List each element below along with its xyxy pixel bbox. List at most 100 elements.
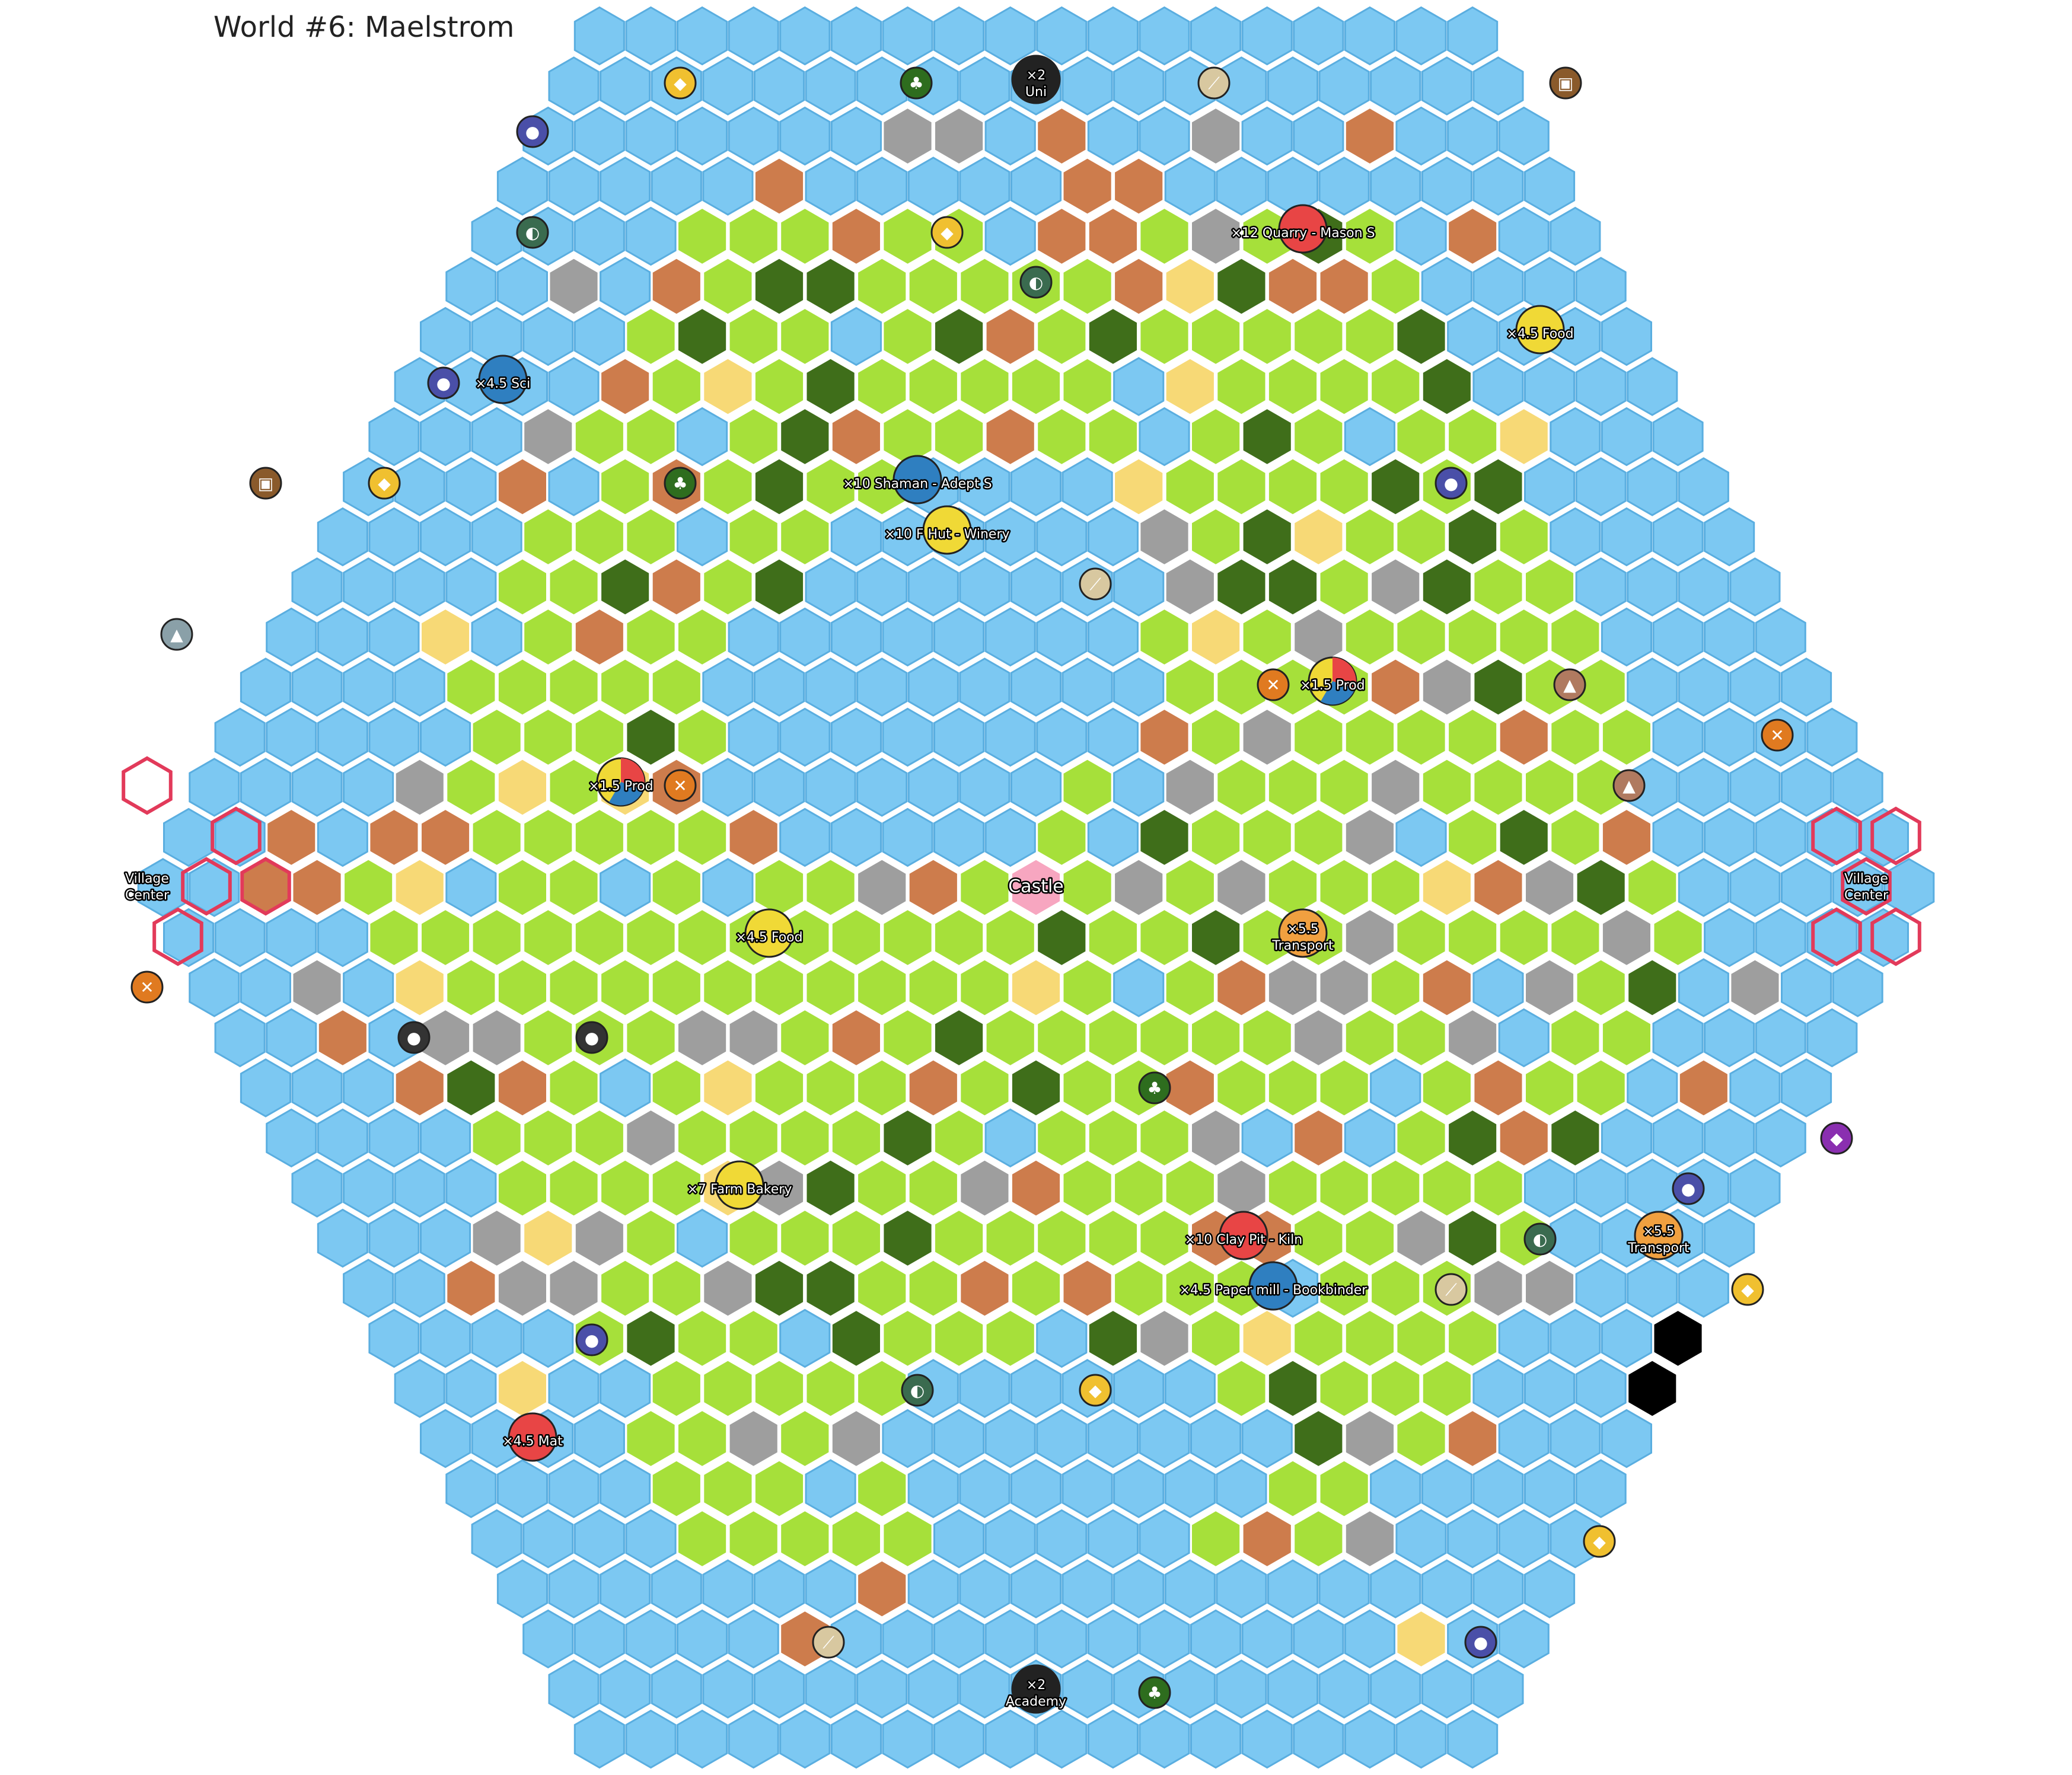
hex-tile-grass[interactable] <box>1344 1208 1395 1268</box>
hex-tile-water[interactable] <box>1704 1208 1755 1268</box>
hex-tile-grass[interactable] <box>677 1509 728 1569</box>
bonus-prod-w[interactable]: ×1.5 Prod <box>587 757 655 807</box>
hex-tile-forest[interactable] <box>1550 1108 1601 1168</box>
hex-tile-water[interactable] <box>933 1409 985 1468</box>
hex-tile-forest[interactable] <box>625 707 677 767</box>
hex-tile-grass[interactable] <box>651 958 702 1017</box>
hex-tile-sand[interactable] <box>1190 607 1242 667</box>
hex-tile-water[interactable] <box>600 858 651 917</box>
hex-tile-grass[interactable] <box>548 557 600 617</box>
hex-tile-water[interactable] <box>1216 1559 1267 1618</box>
hex-tile-water[interactable] <box>1575 257 1627 316</box>
hex-tile-grass[interactable] <box>728 407 779 467</box>
hex-tile-forest[interactable] <box>600 557 651 617</box>
hex-tile-dirt[interactable] <box>1472 1058 1524 1118</box>
bonus-village-w[interactable]: Village Center <box>123 870 171 905</box>
hex-tile-forest[interactable] <box>445 1058 497 1118</box>
hex-tile-grass[interactable] <box>1164 1158 1216 1218</box>
hex-tile-water[interactable] <box>984 1509 1036 1569</box>
hex-tile-water[interactable] <box>471 407 522 467</box>
hex-tile-grass[interactable] <box>1395 1108 1447 1168</box>
hex-tile-sand[interactable] <box>394 858 445 917</box>
hex-tile-water[interactable] <box>1061 1459 1113 1518</box>
hex-tile-grass[interactable] <box>573 908 625 968</box>
hex-tile-grass[interactable] <box>779 206 831 266</box>
hex-tile-water[interactable] <box>1087 807 1139 867</box>
hex-tile-water[interactable] <box>1036 1709 1088 1769</box>
hex-tile-rock[interactable] <box>1601 908 1652 968</box>
bonus-fhut[interactable]: ×10 F Hut - Winery <box>883 505 1011 555</box>
hex-tile-water[interactable] <box>1832 758 1883 817</box>
hex-tile-dirt[interactable] <box>1498 707 1550 767</box>
hex-tile-water[interactable] <box>1318 56 1370 116</box>
hex-tile-water[interactable] <box>1447 6 1499 66</box>
hex-tile-water[interactable] <box>959 157 1011 216</box>
hex-tile-grass[interactable] <box>1498 908 1550 968</box>
hex-tile-grass[interactable] <box>522 1108 574 1168</box>
hex-tile-water[interactable] <box>1087 1609 1139 1669</box>
hex-tile-water[interactable] <box>1010 1359 1062 1418</box>
hex-tile-water[interactable] <box>830 707 882 767</box>
hex-tile-water[interactable] <box>625 1509 677 1569</box>
hex-tile-water[interactable] <box>1087 1709 1139 1769</box>
hex-tile-grass[interactable] <box>677 1308 728 1368</box>
hex-tile-grass[interactable] <box>1164 457 1216 516</box>
hex-tile-water[interactable] <box>291 1158 343 1218</box>
hex-tile-dirt[interactable] <box>1267 257 1319 316</box>
hex-tile-grass[interactable] <box>1087 1108 1139 1168</box>
hex-tile-rock[interactable] <box>471 1208 522 1268</box>
hex-tile-water[interactable] <box>291 657 343 717</box>
hex-tile-grass[interactable] <box>496 657 548 717</box>
hex-tile-water[interactable] <box>317 807 368 867</box>
hex-tile-grass[interactable] <box>728 1308 779 1368</box>
hex-tile-forest[interactable] <box>753 257 805 316</box>
hex-tile-forest[interactable] <box>1036 908 1088 968</box>
hex-tile-water[interactable] <box>240 758 291 817</box>
hex-tile-sand[interactable] <box>1498 407 1550 467</box>
hex-tile-water[interactable] <box>984 607 1036 667</box>
hex-tile-dirt[interactable] <box>368 807 420 867</box>
hex-tile-water[interactable] <box>1472 56 1524 116</box>
hex-tile-rock[interactable] <box>1472 1259 1524 1318</box>
hex-tile-water[interactable] <box>882 707 933 767</box>
hex-tile-water[interactable] <box>445 1158 497 1218</box>
hex-tile-grass[interactable] <box>1318 1058 1370 1118</box>
hex-tile-water[interactable] <box>1395 1709 1447 1769</box>
hex-tile-rock[interactable] <box>1524 858 1576 917</box>
hex-tile-water[interactable] <box>1883 858 1935 917</box>
hex-tile-grass[interactable] <box>1164 858 1216 917</box>
hex-tile-water[interactable] <box>728 1609 779 1669</box>
hex-tile-grass[interactable] <box>1395 1409 1447 1468</box>
hex-tile-water[interactable] <box>394 1359 445 1418</box>
hex-tile-water[interactable] <box>1575 1259 1627 1318</box>
hex-tile-sand[interactable] <box>1164 357 1216 416</box>
hex-tile-water[interactable] <box>522 1609 574 1669</box>
bonus-transport-e[interactable]: ×5.5 Transport <box>1626 1211 1691 1260</box>
hex-tile-grass[interactable] <box>1061 1158 1113 1218</box>
hex-tile-grass[interactable] <box>445 958 497 1017</box>
hex-tile-water[interactable] <box>445 858 497 917</box>
hex-tile-water[interactable] <box>625 206 677 266</box>
bonus-castle[interactable]: Castle <box>1007 875 1066 899</box>
hex-tile-water[interactable] <box>1524 1559 1576 1618</box>
hex-tile-water[interactable] <box>830 6 882 66</box>
hex-tile-grass[interactable] <box>830 908 882 968</box>
hex-tile-grass[interactable] <box>907 257 959 316</box>
hex-tile-grass[interactable] <box>779 507 831 567</box>
hex-tile-water[interactable] <box>1781 958 1832 1017</box>
hex-tile-water[interactable] <box>1575 457 1627 516</box>
hex-tile-water[interactable] <box>368 707 420 767</box>
hex-tile-grass[interactable] <box>1550 607 1601 667</box>
hex-tile-grass[interactable] <box>625 807 677 867</box>
hex-tile-grass[interactable] <box>933 1308 985 1368</box>
bonus-food-c[interactable]: ×4.5 Food <box>734 908 804 958</box>
hex-tile-grass[interactable] <box>471 1108 522 1168</box>
hex-tile-water[interactable] <box>1139 106 1190 166</box>
hex-tile-water[interactable] <box>1344 1709 1395 1769</box>
hex-tile-forest[interactable] <box>805 357 856 416</box>
hex-tile-water[interactable] <box>1010 758 1062 817</box>
hex-tile-grass[interactable] <box>1447 707 1499 767</box>
hex-tile-water[interactable] <box>933 807 985 867</box>
hex-tile-water[interactable] <box>984 807 1036 867</box>
hex-tile-water[interactable] <box>471 1509 522 1569</box>
